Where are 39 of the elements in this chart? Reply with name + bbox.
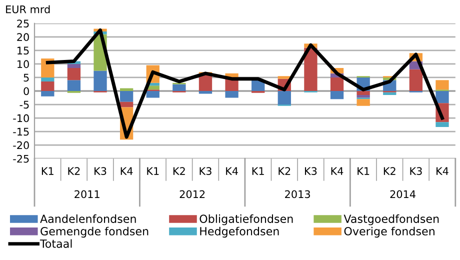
legend-label: Totaal (40, 239, 72, 248)
x-tick-label: K4 (120, 167, 133, 175)
x-tick-label: K3 (200, 167, 212, 175)
y-tick-label: 10 (18, 60, 29, 68)
legend-label: Aandelenfondsen (40, 214, 136, 224)
x-tick-label: K2 (278, 167, 290, 175)
y-tick-label: -20 (13, 141, 29, 150)
legend-label: Hedgefondsen (200, 226, 279, 238)
x-tick-label: K3 (410, 167, 422, 175)
y-tick-label: -25 (13, 154, 29, 163)
x-tick-label: K3 (94, 167, 106, 175)
y-axis-title: EUR mrd (6, 5, 50, 14)
y-tick-label: 15 (18, 46, 29, 55)
y-tick-label: -5 (20, 100, 29, 109)
x-tick-label: K3 (305, 167, 317, 175)
x-tick-label: K1 (252, 167, 264, 175)
x-tick-label: K4 (226, 167, 238, 175)
y-tick-label: -15 (13, 128, 29, 136)
x-tick-label: K2 (173, 167, 185, 175)
text: 2014 (390, 190, 416, 198)
x-tick-label: K4 (436, 167, 448, 175)
y-tick-label: 20 (17, 33, 29, 42)
legend-label: Obligatiefondsen (200, 214, 293, 226)
legend-label: Vastgoedfondsen (344, 214, 439, 226)
text: 2013 (285, 190, 310, 198)
text: 2011 (74, 190, 100, 198)
y-tick-label: 0 (24, 87, 29, 96)
legend-label: Gemengde fondsen (40, 226, 148, 238)
y-tick-label: -10 (13, 114, 29, 122)
legend-label: Overige fondsen (344, 226, 434, 238)
y-tick-label: 5 (24, 74, 29, 82)
x-tick-label: K1 (42, 167, 54, 175)
x-tick-label: K1 (358, 167, 370, 175)
x-tick-label: K4 (331, 167, 344, 175)
text: 2012 (180, 190, 205, 198)
x-tick-label: K1 (147, 167, 159, 175)
x-tick-label: K2 (68, 167, 80, 175)
y-tick-label: 25 (17, 20, 29, 28)
x-tick-label: K2 (384, 167, 396, 175)
